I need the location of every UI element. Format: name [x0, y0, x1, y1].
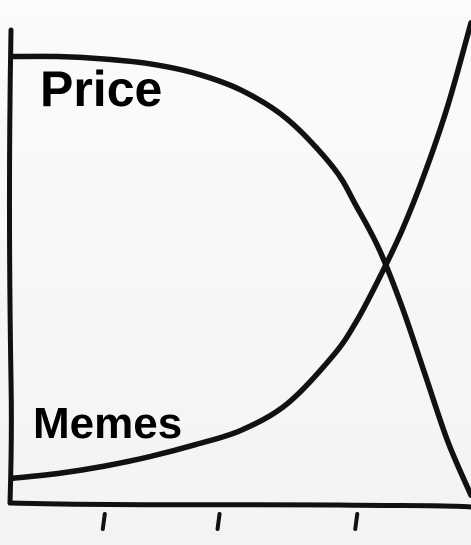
x-axis [7, 500, 471, 510]
x-tick-2 [215, 512, 222, 531]
series-label-memes: Memes [33, 399, 182, 448]
x-tick-1 [100, 512, 107, 531]
series-group [9, 20, 471, 498]
series-line-price [9, 53, 471, 498]
x-tick-3 [353, 512, 360, 531]
axes [7, 27, 471, 510]
series-line-memes [9, 20, 471, 482]
series-labels: Price Memes [33, 61, 182, 448]
y-axis [7, 27, 14, 506]
series-label-price: Price [40, 61, 162, 117]
x-ticks [100, 512, 360, 531]
